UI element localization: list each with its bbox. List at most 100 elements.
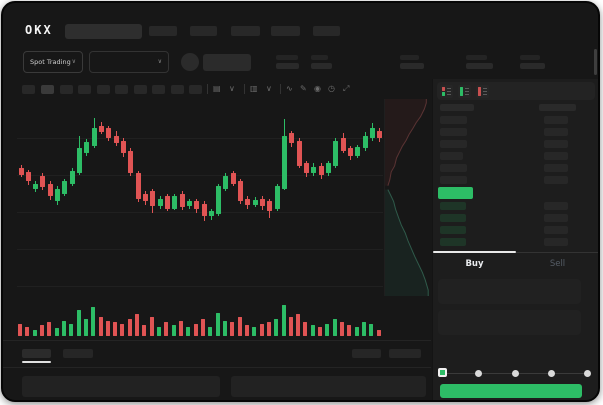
ask-row-price[interactable]	[440, 128, 467, 136]
volume-bar	[120, 323, 125, 336]
candle-body	[33, 183, 39, 189]
book-bids-icon[interactable]	[458, 85, 471, 98]
tab-sell[interactable]: Sell	[549, 259, 566, 269]
slider-stop-dot[interactable]	[511, 370, 519, 377]
chart-type-icon[interactable]: ▥	[250, 84, 258, 93]
pair-select[interactable]: ∨	[89, 51, 169, 73]
amount-input[interactable]	[438, 310, 581, 335]
bottom-panel-placeholder	[231, 376, 426, 397]
nav-item-placeholder[interactable]	[149, 26, 177, 36]
market-type-label: Spot Trading	[30, 58, 71, 66]
volume-bar	[135, 314, 140, 336]
candle-body	[289, 133, 295, 144]
volume-bar	[288, 316, 293, 336]
interval-pill[interactable]	[152, 85, 165, 94]
interval-pill[interactable]	[171, 85, 184, 94]
volume-bar	[149, 317, 154, 336]
interval-pill[interactable]	[97, 85, 110, 94]
gridline	[17, 286, 383, 287]
candle-body	[25, 172, 31, 182]
indicators-icon[interactable]: ▤	[213, 84, 221, 93]
stat-value-placeholder	[400, 63, 424, 69]
alert-clock-icon[interactable]: ◷	[328, 84, 335, 93]
interval-pill[interactable]	[22, 85, 35, 94]
bottom-action-placeholder[interactable]	[389, 349, 421, 358]
ask-row-amount	[544, 140, 568, 148]
ask-row-price[interactable]	[440, 140, 467, 148]
nav-item-placeholder[interactable]	[190, 26, 217, 36]
ask-row-price[interactable]	[440, 152, 463, 160]
interval-pill[interactable]	[60, 85, 73, 94]
candle-body	[62, 181, 68, 194]
bid-row-price[interactable]	[440, 214, 466, 222]
pair-name-placeholder	[203, 54, 251, 71]
interval-pill[interactable]	[134, 85, 147, 94]
bid-row-price[interactable]	[440, 226, 466, 234]
fullscreen-icon[interactable]: ⤢	[343, 84, 350, 93]
tab-buy[interactable]: Buy	[465, 259, 484, 269]
bid-row-amount	[544, 202, 568, 210]
candle-body	[201, 203, 207, 217]
stat-label-placeholder	[400, 55, 419, 60]
candle-body	[311, 167, 317, 174]
candle-body	[216, 186, 222, 214]
draw-icon[interactable]: ✎	[300, 84, 307, 93]
market-type-dropdown[interactable]: Spot Trading ∨	[23, 51, 83, 73]
interval-pill[interactable]	[78, 85, 91, 94]
ask-row-price[interactable]	[440, 116, 467, 124]
chevron-down-icon[interactable]: ∨	[266, 84, 272, 93]
interval-pill[interactable]	[41, 85, 54, 94]
nav-item-placeholder[interactable]	[231, 26, 260, 36]
volume-bar	[18, 324, 22, 336]
slider-stop-dot[interactable]	[584, 370, 591, 377]
chevron-down-icon[interactable]: ∨	[229, 84, 235, 93]
candle-body	[282, 135, 288, 189]
book-combined-icon[interactable]	[440, 85, 453, 98]
candle-body	[113, 135, 119, 144]
volume-bar	[266, 321, 271, 336]
camera-icon[interactable]: ◉	[314, 84, 321, 93]
volume-pane	[17, 302, 383, 336]
scrollbar-thumb[interactable]	[594, 49, 597, 75]
bottom-tab-active[interactable]	[22, 349, 51, 358]
slider-stop-dot[interactable]	[547, 370, 555, 377]
ask-row-price[interactable]	[440, 164, 467, 172]
interval-pill[interactable]	[189, 85, 202, 94]
chevron-down-icon: ∨	[157, 58, 162, 65]
ask-row-price[interactable]	[440, 176, 467, 184]
search-input[interactable]	[65, 24, 142, 39]
book-asks-icon[interactable]	[476, 85, 489, 98]
volume-bar	[252, 326, 257, 336]
stat-label-placeholder	[311, 55, 328, 60]
nav-item-placeholder[interactable]	[271, 26, 300, 36]
gridline	[17, 249, 383, 250]
volume-bar	[296, 314, 301, 336]
candlestick-chart[interactable]	[17, 99, 383, 296]
toolbar-divider	[207, 84, 208, 94]
slider-stop-dot[interactable]	[475, 370, 483, 377]
okx-logo[interactable]: OKX	[25, 23, 53, 37]
bid-row-price[interactable]	[440, 202, 466, 210]
interval-pill[interactable]	[115, 85, 128, 94]
volume-bar	[47, 322, 52, 336]
stat-label-placeholder	[466, 55, 487, 60]
bid-row-price[interactable]	[440, 238, 466, 246]
line-tool-icon[interactable]: ∿	[286, 84, 293, 93]
volume-bar	[39, 325, 44, 336]
stat-label-placeholder	[520, 55, 540, 60]
candle-body	[194, 201, 200, 209]
stat-value-placeholder	[311, 63, 332, 69]
volume-bar	[303, 321, 308, 336]
bid-row-amount	[544, 226, 568, 234]
price-input[interactable]	[438, 279, 581, 304]
nav-item-placeholder[interactable]	[313, 26, 340, 36]
bottom-action-placeholder[interactable]	[352, 349, 381, 358]
candle-body	[369, 128, 375, 139]
bottom-tab-underline	[22, 361, 51, 363]
last-price-bar[interactable]	[438, 187, 473, 199]
candle-body	[208, 211, 214, 217]
bottom-tab[interactable]	[63, 349, 93, 358]
slider-handle[interactable]	[438, 368, 447, 377]
volume-bar	[325, 323, 330, 336]
buy-submit-button[interactable]	[440, 384, 582, 398]
